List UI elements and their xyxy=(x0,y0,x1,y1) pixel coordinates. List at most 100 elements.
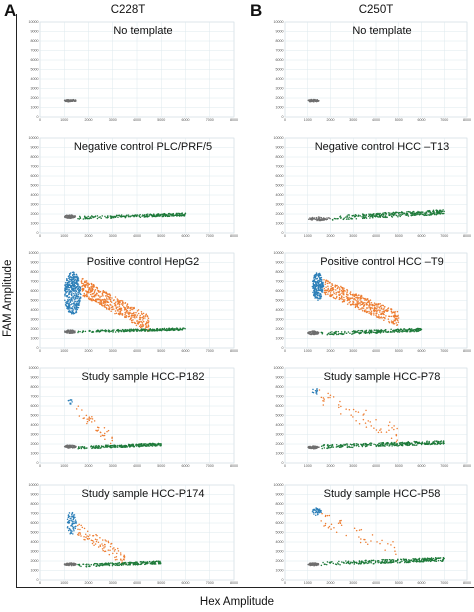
droplet-point xyxy=(136,314,139,316)
droplet-point xyxy=(72,287,74,289)
droplet-point xyxy=(126,214,128,216)
droplet-point xyxy=(124,302,127,304)
droplet-point xyxy=(158,443,160,445)
x-tick-label: 8000 xyxy=(230,118,238,122)
y-tick-label: 1000 xyxy=(276,337,284,341)
droplet-point xyxy=(377,314,380,316)
droplet-point xyxy=(148,330,151,332)
droplet-point xyxy=(319,292,321,295)
droplet-point xyxy=(88,418,90,421)
droplet-point xyxy=(419,211,422,214)
droplet-point xyxy=(94,447,96,449)
droplet-point xyxy=(72,297,75,299)
droplet-point xyxy=(368,561,371,563)
droplet-point xyxy=(84,286,87,288)
droplet-point xyxy=(365,541,367,544)
droplet-point xyxy=(356,331,359,333)
x-tick-label: 5000 xyxy=(395,464,403,468)
droplet-point xyxy=(74,308,77,310)
y-tick-label: 9000 xyxy=(31,146,39,150)
droplet-point xyxy=(337,330,340,333)
droplet-point xyxy=(316,508,319,510)
droplet-point xyxy=(172,329,174,332)
droplet-point xyxy=(317,332,320,334)
droplet-point xyxy=(317,283,320,285)
droplet-point xyxy=(71,215,74,217)
droplet-point xyxy=(93,285,95,288)
droplet-point xyxy=(358,445,360,448)
droplet-point xyxy=(69,307,71,309)
droplet-point xyxy=(313,217,315,219)
droplet-point xyxy=(336,218,338,220)
droplet-point xyxy=(91,285,93,287)
droplet-point xyxy=(399,561,402,563)
droplet-point xyxy=(93,296,96,298)
droplet-point xyxy=(120,444,122,447)
droplet-point xyxy=(71,300,73,302)
y-tick-label: 8000 xyxy=(31,270,39,274)
droplet-point xyxy=(324,218,327,220)
droplet-point xyxy=(413,212,416,214)
y-tick-label: 5000 xyxy=(276,184,284,188)
droplet-point xyxy=(364,422,367,424)
droplet-point xyxy=(369,331,372,334)
droplet-point xyxy=(66,290,69,293)
droplet-point xyxy=(74,298,77,300)
droplet-point xyxy=(120,299,122,302)
droplet-point xyxy=(379,317,382,319)
droplet-point xyxy=(153,215,155,218)
y-tick-label: 8000 xyxy=(31,39,39,43)
droplet-point xyxy=(416,213,418,216)
droplet-point xyxy=(368,332,371,335)
droplet-cluster-hex-positive xyxy=(331,209,445,221)
droplet-point xyxy=(104,444,107,447)
droplet-point xyxy=(90,563,93,566)
droplet-point xyxy=(330,289,332,291)
droplet-point xyxy=(74,99,77,101)
droplet-point xyxy=(417,441,419,444)
droplet-point xyxy=(367,420,369,422)
droplet-point xyxy=(98,298,100,301)
droplet-point xyxy=(90,299,93,301)
droplet-point xyxy=(400,441,402,444)
droplet-point xyxy=(334,217,337,220)
droplet-point xyxy=(88,296,90,298)
droplet-point xyxy=(327,392,329,395)
y-tick-label: 5000 xyxy=(276,414,284,418)
y-tick-label: 10000 xyxy=(274,20,284,24)
droplet-point xyxy=(349,304,352,306)
droplet-point xyxy=(86,563,88,565)
droplet-point xyxy=(119,310,122,312)
droplet-point xyxy=(345,295,348,298)
droplet-point xyxy=(72,528,75,530)
droplet-point xyxy=(349,293,352,296)
droplet-point xyxy=(320,280,322,282)
droplet-point xyxy=(406,211,408,213)
droplet-point xyxy=(81,285,83,288)
droplet-point xyxy=(313,276,315,278)
droplet-point xyxy=(123,215,125,217)
droplet-point xyxy=(146,443,148,445)
droplet-cluster-fam-positive xyxy=(311,388,319,395)
x-tick-label: 4000 xyxy=(372,464,380,468)
droplet-cluster-hex-positive xyxy=(77,442,162,450)
droplet-point xyxy=(124,215,126,217)
y-tick-label: 6000 xyxy=(31,521,39,525)
droplet-point xyxy=(420,442,422,445)
droplet-point xyxy=(357,329,360,332)
droplet-point xyxy=(116,298,119,300)
droplet-point xyxy=(314,389,317,392)
droplet-point xyxy=(401,560,403,562)
droplet-point xyxy=(408,444,410,446)
droplet-point xyxy=(78,534,80,536)
droplet-point xyxy=(76,275,78,277)
droplet-point xyxy=(359,215,362,217)
droplet-point xyxy=(73,99,75,101)
droplet-point xyxy=(352,443,354,446)
droplet-point xyxy=(313,330,315,332)
droplet-point xyxy=(100,295,102,298)
droplet-point xyxy=(315,293,318,296)
droplet-point xyxy=(102,295,104,297)
droplet-point xyxy=(159,562,161,564)
droplet-point xyxy=(314,288,316,290)
